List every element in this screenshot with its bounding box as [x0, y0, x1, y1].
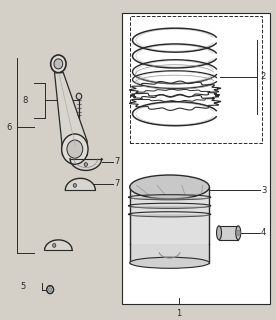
Ellipse shape — [236, 226, 241, 240]
Polygon shape — [55, 73, 87, 156]
Text: 5: 5 — [20, 282, 25, 291]
Circle shape — [47, 285, 54, 294]
Ellipse shape — [217, 226, 221, 240]
Bar — [130, 244, 209, 263]
Bar — [130, 187, 209, 244]
Text: 7: 7 — [115, 157, 120, 166]
Ellipse shape — [129, 197, 210, 200]
Text: 3: 3 — [261, 186, 266, 195]
Circle shape — [236, 230, 240, 235]
Circle shape — [62, 134, 88, 164]
Ellipse shape — [129, 206, 210, 208]
Text: 4: 4 — [261, 228, 266, 237]
Circle shape — [53, 244, 56, 247]
Ellipse shape — [130, 175, 209, 199]
Bar — [130, 17, 262, 143]
Bar — [121, 13, 270, 304]
Text: 6: 6 — [6, 123, 12, 132]
Bar — [219, 226, 238, 240]
Polygon shape — [45, 240, 72, 250]
Circle shape — [73, 184, 76, 187]
Circle shape — [84, 163, 87, 166]
Text: 2: 2 — [260, 72, 266, 82]
Polygon shape — [65, 178, 95, 190]
Ellipse shape — [130, 257, 209, 268]
Text: 1: 1 — [177, 308, 182, 317]
Circle shape — [67, 140, 83, 158]
Polygon shape — [70, 159, 102, 171]
Text: 8: 8 — [23, 96, 28, 105]
Circle shape — [49, 288, 52, 292]
Text: 7: 7 — [115, 179, 120, 188]
Ellipse shape — [129, 214, 210, 217]
Circle shape — [54, 59, 63, 69]
Circle shape — [51, 55, 66, 73]
Circle shape — [76, 93, 82, 100]
